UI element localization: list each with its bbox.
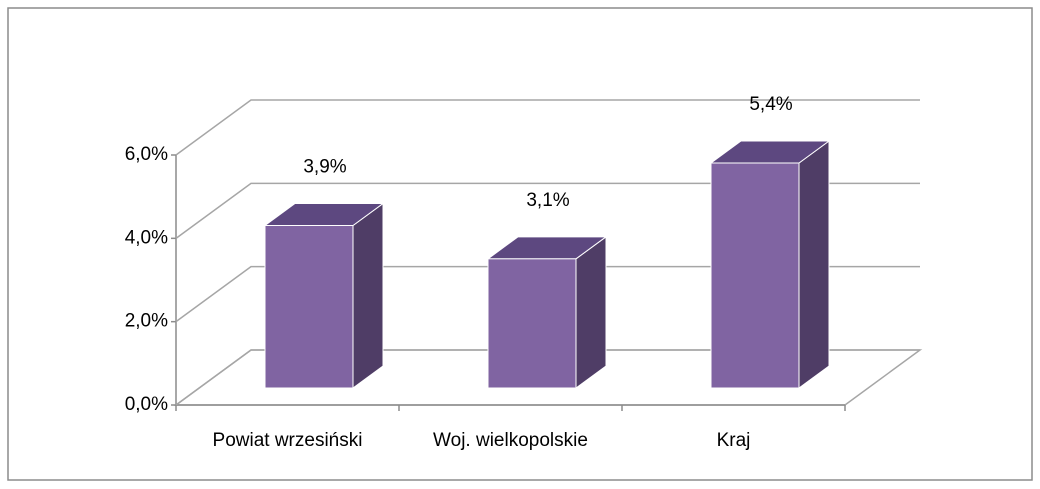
y-tick-label: 0,0% (125, 394, 168, 415)
bar-side (352, 202, 384, 389)
bar-side (798, 140, 830, 389)
bar-side (575, 235, 607, 389)
grid-line (175, 349, 920, 406)
grid-line (175, 99, 920, 156)
bar (264, 225, 354, 389)
y-tick-label: 2,0% (125, 311, 168, 332)
data-label: 3,1% (526, 190, 569, 211)
grid-line (175, 265, 920, 323)
grid-line (175, 182, 920, 239)
y-tick-label: 6,0% (125, 144, 168, 165)
bar (487, 258, 577, 389)
x-tick-label: Woj. wielkopolskie (433, 430, 588, 451)
data-label: 5,4% (749, 94, 792, 115)
data-label: 3,9% (303, 157, 346, 178)
y-tick-label: 4,0% (125, 227, 168, 248)
x-tick-label: Kraj (717, 430, 751, 451)
x-tick-label: Powiat wrzesiński (213, 430, 363, 451)
bar (710, 162, 800, 389)
